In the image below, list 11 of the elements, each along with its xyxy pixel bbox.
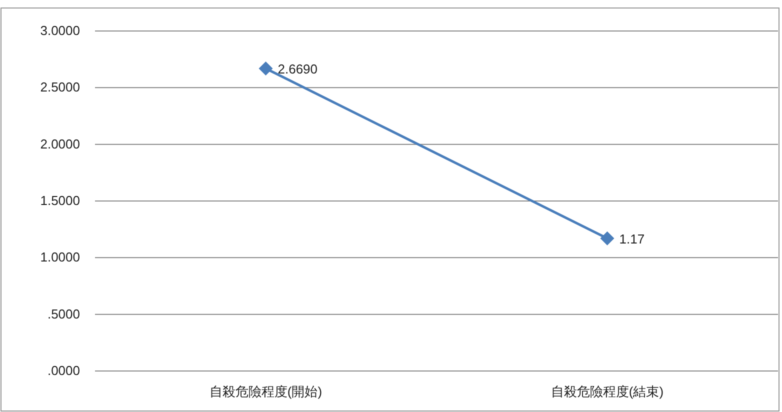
data-label: 2.6690 xyxy=(278,62,318,77)
y-tick-label: 2.5000 xyxy=(40,80,80,95)
x-tick-label: 自殺危險程度(開始) xyxy=(209,384,322,399)
x-tick-label: 自殺危險程度(結束) xyxy=(550,384,664,399)
y-tick-label: 3.0000 xyxy=(40,23,80,38)
data-label: 1.17 xyxy=(619,231,645,246)
y-tick-label: .0000 xyxy=(47,363,80,378)
y-tick-label: 1.5000 xyxy=(40,193,80,208)
y-tick-label: 2.0000 xyxy=(40,136,80,152)
y-tick-label: 1.0000 xyxy=(40,250,80,265)
y-tick-label: .5000 xyxy=(47,306,80,322)
